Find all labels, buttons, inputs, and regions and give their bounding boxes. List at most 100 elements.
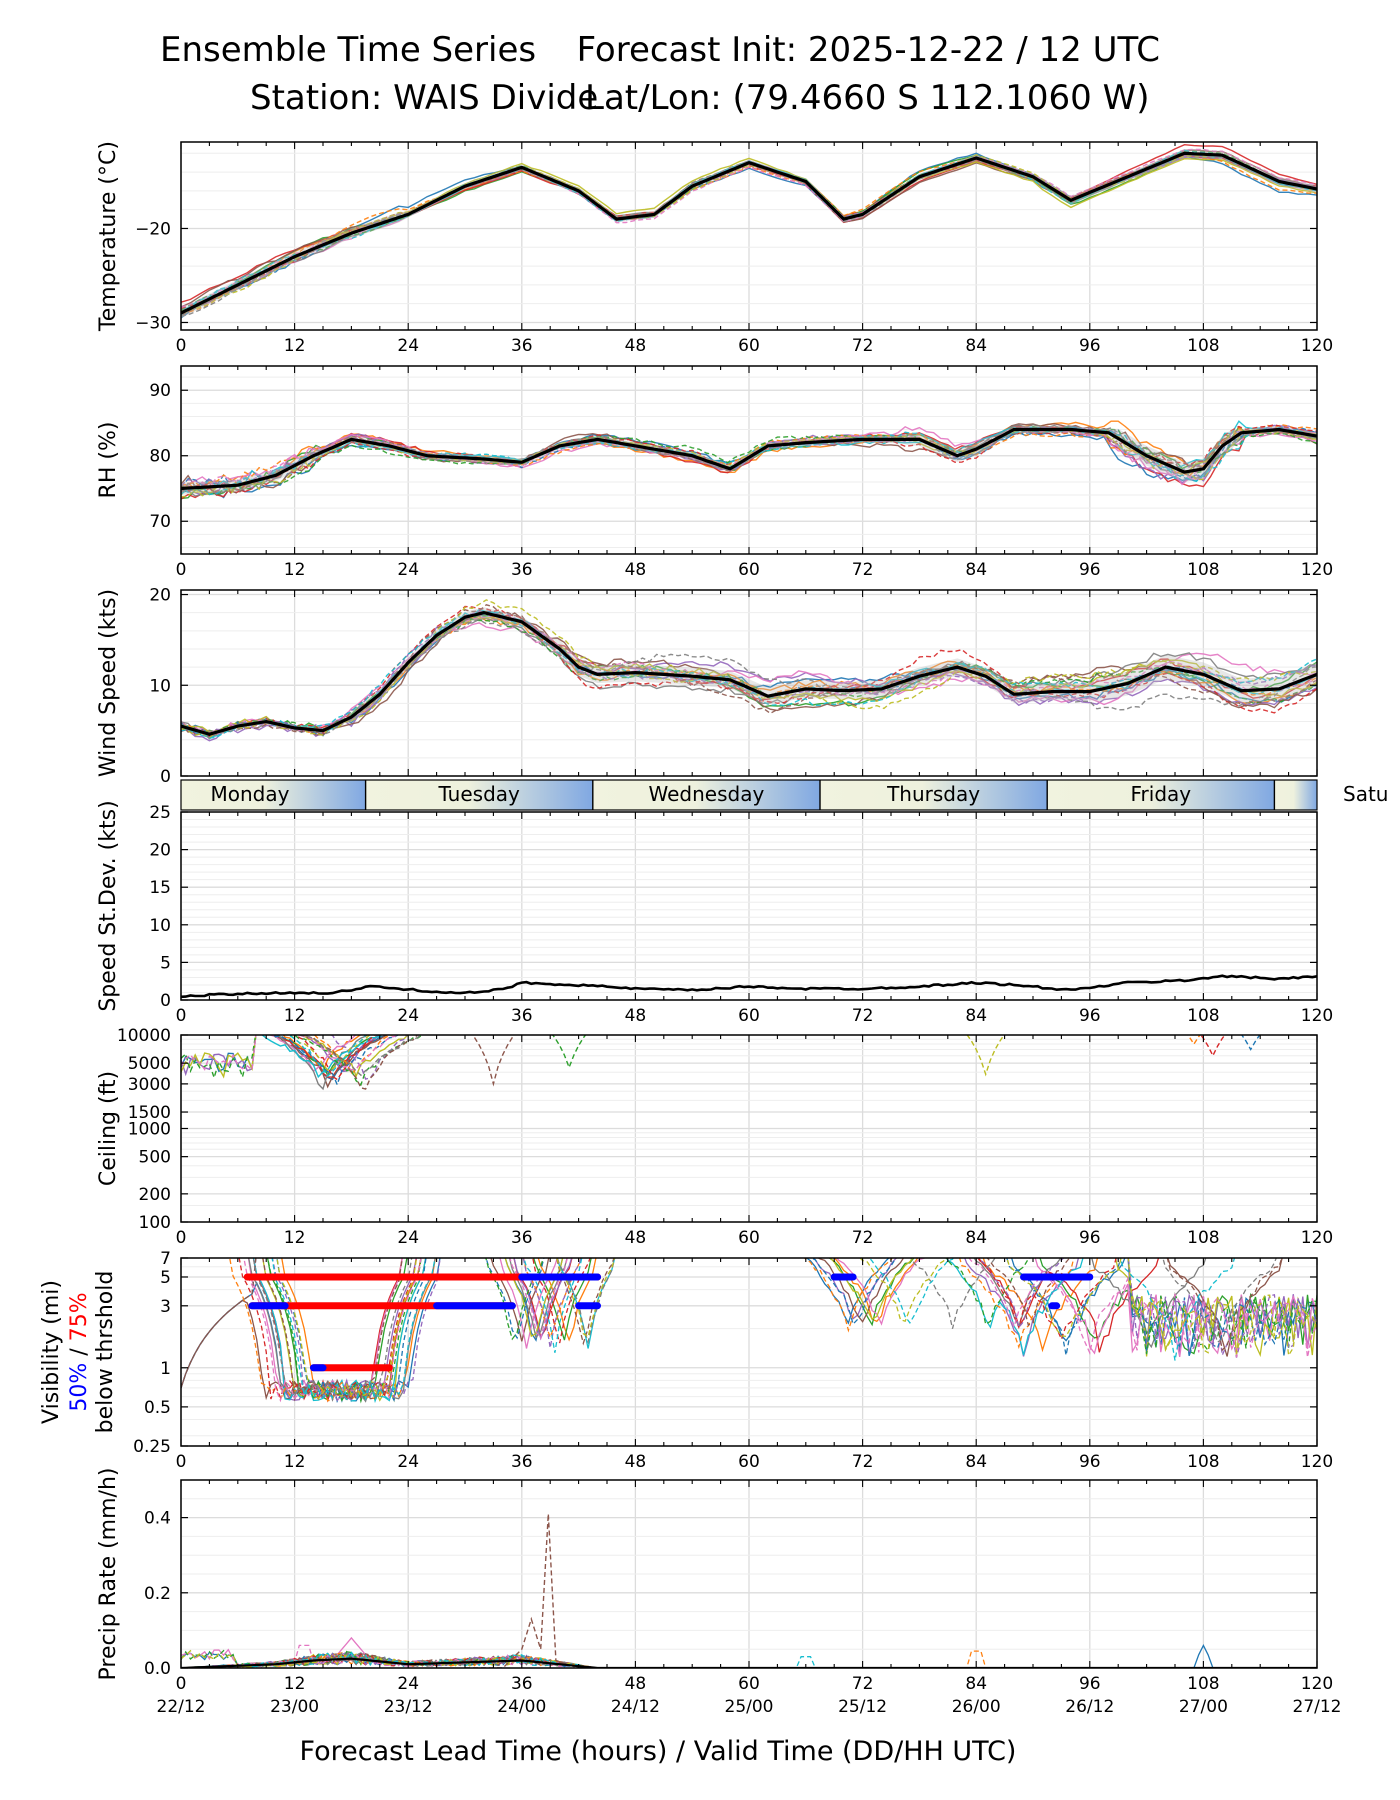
y-tick-label: 1	[160, 1359, 171, 1379]
ensemble-member-line	[181, 605, 1317, 738]
x-tick-label: 72	[852, 1674, 874, 1694]
ensemble-member-line	[271, 1258, 1236, 1404]
visibility-panel-data	[181, 1258, 1317, 1404]
ensemble-member-line	[281, 1258, 1099, 1401]
wind-speed-panel: 0 10 20 Wind Speed (kts)	[96, 586, 1318, 787]
x-tick-label: 24	[397, 1452, 419, 1472]
rh-panel-frame	[180, 365, 1318, 555]
x-tick-label: 72	[852, 1228, 874, 1248]
day-segment	[1047, 780, 1275, 810]
precip-panel-grid	[180, 1480, 1318, 1669]
x-tick-label: 0	[176, 1674, 187, 1694]
y-tick-label: 200	[139, 1185, 171, 1205]
x-tick-label: 120	[1301, 336, 1333, 356]
x-tick-label: 48	[625, 1674, 647, 1694]
ensemble-member-line	[966, 1035, 1005, 1077]
x-tick-label: 108	[1187, 336, 1219, 356]
x-tick-label: 108	[1187, 1228, 1219, 1248]
x-tick-label: 96	[1079, 336, 1101, 356]
x-tick-label: 36	[511, 1228, 533, 1248]
x-tick-label: 0	[176, 1452, 187, 1472]
x-tick-label: 0	[176, 1228, 187, 1248]
y-tick-label: 0	[160, 767, 171, 787]
ensemble-member-line	[181, 1035, 387, 1081]
rh-panel: 70 80 90 0 12 24 36 48 60 72 84 96 108 120 RH (%)	[96, 365, 1333, 580]
ensemble-member-line	[181, 1651, 1317, 1668]
rh-panel-data	[181, 420, 1317, 500]
temperature-panel-data	[181, 143, 1317, 319]
ensemble-member-line	[551, 1035, 587, 1070]
x-tick-label: 120	[1301, 1452, 1333, 1472]
ensemble-member-line	[181, 154, 1317, 315]
x-tick-label: 96	[1079, 1674, 1101, 1694]
x-tick-label: 48	[625, 1452, 647, 1472]
x-tick-label: 36	[511, 1006, 533, 1026]
legend-75pct: 75%	[67, 1292, 92, 1341]
valid-time-label: 26/12	[1065, 1697, 1114, 1717]
x-tick-label: 48	[625, 1006, 647, 1026]
x-tick-label: 84	[965, 1006, 987, 1026]
x-tick-label: 84	[965, 1674, 987, 1694]
x-tick-label: 120	[1301, 1674, 1333, 1694]
x-tick-label: 12	[284, 1006, 306, 1026]
x-tick-label: 60	[738, 1228, 760, 1248]
x-tick-label: 12	[284, 1674, 306, 1694]
day-band-frame	[180, 779, 1318, 811]
title-latlon: Lat/Lon: (79.4660 S 112.1060 W)	[585, 78, 1150, 118]
ensemble-member-line	[276, 1035, 369, 1091]
x-tick-label: 96	[1079, 1006, 1101, 1026]
wind-speed-panel-ylabel: Wind Speed (kts)	[96, 589, 121, 777]
ensemble-member-line	[181, 1652, 1317, 1668]
ensemble-member-line	[181, 1258, 1283, 1402]
valid-time-label: 24/12	[611, 1697, 660, 1717]
ensemble-member-line	[181, 1649, 1317, 1668]
ensemble-members	[181, 1258, 1317, 1404]
ensemble-mean-line	[181, 611, 1317, 736]
y-tick-label: 3	[160, 1297, 171, 1317]
y-tick-label: 0.0	[144, 1659, 171, 1679]
stdev-line	[181, 974, 1317, 999]
ceiling-panel-ylabel: Ceiling (ft)	[96, 1071, 121, 1186]
title-station: Station: WAIS Divide	[250, 78, 599, 118]
x-tick-label: 36	[511, 1674, 533, 1694]
precip-x-labels: 0 22/12 12 23/00 24 23/12 36 24/00 48 24/12 60 25/0…	[157, 1674, 1342, 1717]
speed-stdev-panel-ylabel: Speed St.Dev. (kts)	[96, 800, 121, 1011]
y-tick-label: 0.5	[144, 1398, 171, 1418]
x-tick-label: 84	[965, 1452, 987, 1472]
y-tick-label: 10000	[117, 1026, 171, 1046]
ensemble-member-line	[313, 1035, 395, 1076]
speed-stdev-panel-data	[181, 974, 1317, 999]
x-tick-label: 36	[511, 1452, 533, 1472]
visibility-ylabel-sub: below thrshold	[93, 1271, 118, 1434]
y-tick-label: 3000	[128, 1075, 171, 1095]
y-tick-label: 0.25	[133, 1437, 171, 1457]
ensemble-spread-band	[181, 426, 1317, 495]
ensemble-member-line	[181, 1649, 1317, 1668]
y-tick-label: 80	[149, 447, 171, 467]
x-tick-label: 108	[1187, 1452, 1219, 1472]
x-tick-label: 108	[1187, 560, 1219, 580]
legend-separator: /	[67, 1341, 92, 1362]
wind-speed-panel-frame	[180, 589, 1318, 777]
temperature-panel: −20 −300 12 24 36 48 60 72 84 96 108 120 Temperature…	[96, 141, 1333, 356]
x-tick-label: 24	[397, 560, 419, 580]
ensemble-member-line	[181, 1650, 1317, 1668]
y-tick-label: 90	[149, 381, 171, 401]
valid-time-label: 25/00	[725, 1697, 774, 1717]
precip-panel: 0.0 0.2 0.4 Precip Rate (mm/h)	[96, 1468, 1318, 1680]
wind-speed-panel-data	[181, 599, 1317, 742]
ensemble-member-line	[243, 1258, 1317, 1403]
speed-stdev-panel: 0 5 10 15 20 25 0 12 24 36 48 60 72 84 96 108 120 Speed S…	[96, 800, 1333, 1026]
x-tick-label: 24	[397, 336, 419, 356]
x-axis-label: Forecast Lead Time (hours) / Valid Time …	[300, 1736, 1017, 1767]
y-tick-label: 1000	[128, 1120, 171, 1140]
day-label: Friday	[1130, 782, 1191, 806]
y-tick-label: −20	[135, 219, 171, 239]
ceiling-panel-data	[181, 1035, 1261, 1091]
y-tick-label: 1500	[128, 1103, 171, 1123]
day-segment	[592, 780, 820, 810]
legend-50pct: 50%	[67, 1363, 92, 1412]
x-tick-label: 48	[625, 560, 647, 580]
x-tick-label: 72	[852, 1452, 874, 1472]
ensemble-member-line	[181, 426, 1317, 495]
